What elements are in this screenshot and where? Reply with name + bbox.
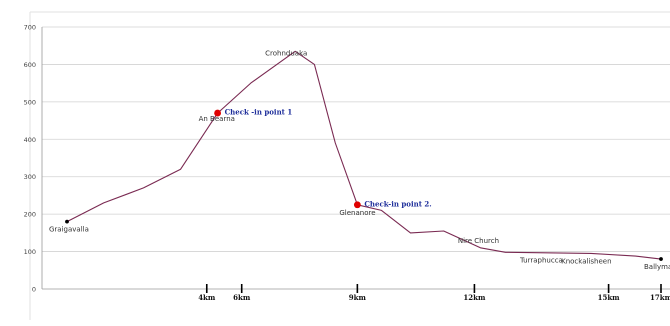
km-label-3: 12km <box>463 293 486 302</box>
y-tick-label-300: 300 <box>24 173 36 181</box>
place-label-3: Glenanore <box>339 209 375 217</box>
y-tick-label-100: 100 <box>24 248 36 256</box>
place-label-4: Nire Church <box>458 237 499 245</box>
y-tick-label-0: 0 <box>32 286 36 294</box>
km-label-0: 4km <box>198 293 216 302</box>
y-tick-label-500: 500 <box>24 98 36 106</box>
km-label-4: 15km <box>598 293 621 302</box>
place-labels: Graigavalla An Bearna Crohnduaka Glenanore N… <box>49 49 670 271</box>
checkpoint-marker-1 <box>214 109 221 117</box>
place-label-2: Crohnduaka <box>265 49 307 57</box>
y-axis: 0 100 200 300 400 500 600 700 <box>24 24 43 294</box>
km-label-5: 17km <box>650 293 670 302</box>
checkpoint-label-1: Check -in point 1 <box>225 108 293 117</box>
checkpoint-marker-2 <box>353 201 361 209</box>
place-label-6: Knockalisheen <box>561 257 611 265</box>
km-label-1: 6km <box>233 293 251 302</box>
checkpoint-label-2: Check-in point 2. <box>364 199 431 208</box>
place-label-5: Turraphucca <box>519 257 563 265</box>
place-label-7: Ballymacarbry <box>644 263 670 271</box>
endpoint-marker-1 <box>659 257 663 261</box>
point-markers: Check -in point 1 Check-in point 2. <box>65 108 663 261</box>
x-axis: 4km 6km 9km 12km 15km 17km <box>42 284 670 302</box>
y-tick-label-200: 200 <box>24 211 36 219</box>
km-label-2: 9km <box>349 293 367 302</box>
y-tick-label-700: 700 <box>24 24 36 32</box>
place-label-0: Graigavalla <box>49 226 89 234</box>
y-tick-label-400: 400 <box>24 136 36 144</box>
place-label-1: An Bearna <box>199 115 235 123</box>
y-tick-label-600: 600 <box>24 61 36 69</box>
endpoint-marker-0 <box>65 219 69 224</box>
gridlines <box>29 11 670 320</box>
